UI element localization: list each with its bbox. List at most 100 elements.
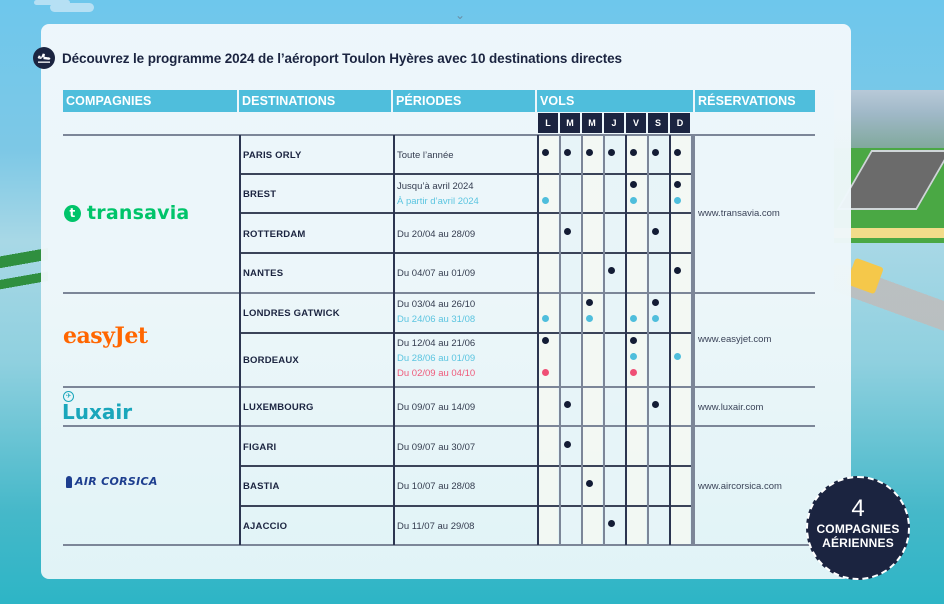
link-luxair[interactable]: www.luxair.com xyxy=(698,402,764,413)
period-cell: Du 09/07 au 30/07 xyxy=(397,440,475,455)
period-text: À partir d’avril 2024 xyxy=(397,196,479,207)
flight-day-dot xyxy=(542,369,549,376)
destination-ajaccio: AJACCIO xyxy=(243,521,288,532)
flight-day-dot xyxy=(586,315,593,322)
flight-day-dot xyxy=(542,197,549,204)
link-transavia[interactable]: www.transavia.com xyxy=(698,208,780,219)
flight-day-dot xyxy=(652,149,659,156)
title-row: Découvrez le programme 2024 de l’aéropor… xyxy=(33,47,622,69)
day-column-bg xyxy=(648,135,668,545)
destination-bastia: BASTIA xyxy=(243,481,280,492)
column-divider xyxy=(559,135,561,545)
header-companies: COMPAGNIES xyxy=(63,90,237,112)
transavia-logo: t transavia xyxy=(64,202,189,224)
beach-decoration xyxy=(834,228,944,238)
flight-day-dot xyxy=(630,149,637,156)
flight-day-dot xyxy=(652,299,659,306)
flight-day-dot xyxy=(674,149,681,156)
transavia-mark-icon: t xyxy=(64,204,81,222)
aircorsica-mark-icon xyxy=(66,475,72,488)
table-bottom-border xyxy=(63,544,815,546)
badge-line2: AÉRIENNES xyxy=(822,536,894,550)
cloud-decoration xyxy=(50,3,94,12)
row-divider xyxy=(239,332,695,334)
hills-decoration xyxy=(834,90,944,150)
period-text: Du 04/07 au 01/09 xyxy=(397,268,476,279)
destination-paris-orly: PARIS ORLY xyxy=(243,150,302,161)
period-cell: Jusqu’à avril 2024 À partir d’avril 2024 xyxy=(397,179,479,209)
destination-londres-gatwick: LONDRES GATWICK xyxy=(243,308,340,319)
column-divider xyxy=(693,135,695,545)
period-text: Du 10/07 au 28/08 xyxy=(397,481,476,492)
schedule-card xyxy=(41,24,851,579)
flight-day-dot xyxy=(652,228,659,235)
period-cell: Du 11/07 au 29/08 xyxy=(397,519,474,534)
link-easyjet[interactable]: www.easyjet.com xyxy=(698,334,772,345)
flight-day-dot xyxy=(564,228,571,235)
destination-luxembourg: LUXEMBOURG xyxy=(243,402,314,413)
luxair-logo: ✈ Luxair xyxy=(62,391,133,424)
header-flights: VOLS xyxy=(537,90,693,112)
period-text: Du 09/07 au 30/07 xyxy=(397,442,476,453)
period-text: Du 09/07 au 14/09 xyxy=(397,402,476,413)
period-cell: Du 12/04 au 21/06 Du 28/06 au 01/09 Du 0… xyxy=(397,336,475,381)
row-divider xyxy=(239,252,695,254)
flight-day-dot xyxy=(674,353,681,360)
row-divider xyxy=(239,173,695,175)
flight-day-dot xyxy=(630,337,637,344)
destination-figari: FIGARI xyxy=(243,442,277,453)
header-destinations: DESTINATIONS xyxy=(239,90,391,112)
period-text: Jusqu’à avril 2024 xyxy=(397,181,474,192)
period-cell: Du 03/04 au 26/10 Du 24/06 au 31/08 xyxy=(397,297,475,327)
period-cell: Toute l’année xyxy=(397,148,454,163)
day-column-bg xyxy=(582,135,602,545)
easyjet-logo: easyJet xyxy=(63,323,148,349)
flight-day-dot xyxy=(630,369,637,376)
luxair-name: Luxair xyxy=(62,400,133,424)
flight-day-dot xyxy=(564,149,571,156)
header-periods: PÉRIODES xyxy=(393,90,535,112)
flight-day-dot xyxy=(564,441,571,448)
bird-icon: ⌄ xyxy=(455,8,466,22)
column-divider xyxy=(603,135,605,545)
airline-divider xyxy=(63,386,815,388)
period-text: Du 11/07 au 29/08 xyxy=(397,521,475,532)
column-divider xyxy=(669,135,671,545)
column-divider xyxy=(691,135,693,545)
column-divider xyxy=(581,135,583,545)
period-cell: Du 04/07 au 01/09 xyxy=(397,266,475,281)
flight-day-dot xyxy=(674,181,681,188)
schedule-table: COMPAGNIES DESTINATIONS PÉRIODES VOLS RÉ… xyxy=(63,90,815,550)
link-aircorsica[interactable]: www.aircorsica.com xyxy=(698,481,782,492)
flight-day-dot xyxy=(630,197,637,204)
table-divider xyxy=(63,134,815,136)
land-decoration xyxy=(0,225,48,295)
day-column-bg xyxy=(670,135,690,545)
period-text: Toute l’année xyxy=(397,150,454,161)
row-divider xyxy=(239,465,695,467)
column-divider xyxy=(537,135,539,545)
destination-bordeaux: BORDEAUX xyxy=(243,355,299,366)
period-text: Du 02/09 au 04/10 xyxy=(397,368,476,379)
flight-day-dot xyxy=(542,337,549,344)
column-divider xyxy=(625,135,627,545)
day-header-sunday: D xyxy=(670,113,690,133)
period-cell: Du 10/07 au 28/08 xyxy=(397,479,475,494)
period-text: Du 20/04 au 28/09 xyxy=(397,229,476,240)
aircorsica-logo: AIR CORSICA xyxy=(66,475,158,488)
day-header-friday: V xyxy=(626,113,646,133)
page-title: Découvrez le programme 2024 de l’aéropor… xyxy=(62,50,622,66)
period-text: Du 28/06 au 01/09 xyxy=(397,353,476,364)
transavia-name: transavia xyxy=(87,202,190,224)
badge-number: 4 xyxy=(851,495,865,522)
flight-day-dot xyxy=(586,299,593,306)
column-divider xyxy=(647,135,649,545)
flight-day-dot xyxy=(652,401,659,408)
period-text: Du 12/04 au 21/06 xyxy=(397,338,476,349)
period-cell: Du 09/07 au 14/09 xyxy=(397,400,475,415)
destination-brest: BREST xyxy=(243,189,277,200)
day-column-bg xyxy=(560,135,580,545)
period-cell: Du 20/04 au 28/09 xyxy=(397,227,475,242)
flight-day-dot xyxy=(586,149,593,156)
airplane-departure-icon xyxy=(33,47,55,69)
